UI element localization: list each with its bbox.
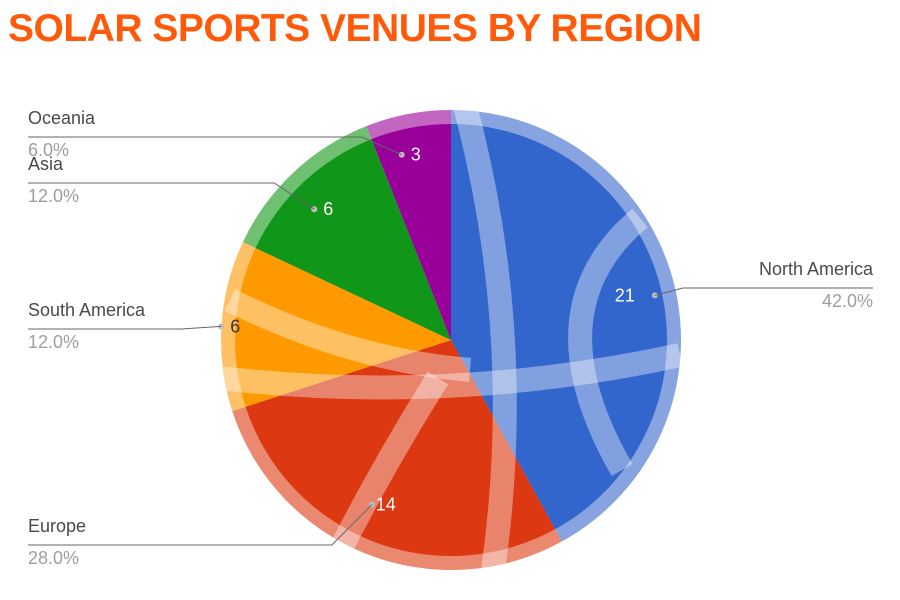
seam-horizontal — [221, 343, 681, 400]
legend-percent-oceania: 6.0% — [28, 140, 69, 160]
legend-name-asia: Asia — [28, 154, 64, 174]
legend-name-north-america: North America — [759, 259, 874, 279]
seam-left-curve — [224, 289, 471, 382]
value-label-asia: 6 — [323, 199, 333, 219]
slice-europe-fill — [245, 340, 556, 556]
leader-europe — [28, 501, 375, 546]
leader-south-america — [28, 323, 225, 330]
leader-asia — [28, 182, 318, 213]
legend-percent-europe: 28.0% — [28, 548, 79, 568]
slice-oceania[interactable] — [366, 110, 451, 340]
slice-asia-fill — [255, 139, 451, 340]
slice-asia[interactable] — [242, 126, 451, 341]
seam-vertical — [450, 110, 517, 570]
value-label-north-america: 21 — [615, 285, 635, 305]
chart-title: SOLAR SPORTS VENUES BY REGION — [8, 7, 702, 50]
legend-name-oceania: Oceania — [28, 108, 96, 128]
slice-north-america[interactable] — [451, 110, 681, 542]
legend-percent-asia: 12.0% — [28, 186, 79, 206]
legend-percent-north-america: 42.0% — [822, 291, 873, 311]
slice-south-america-fill — [234, 248, 451, 407]
legend-name-south-america: South America — [28, 300, 146, 320]
legend-percent-south-america: 12.0% — [28, 332, 79, 352]
leader-oceania — [28, 136, 405, 158]
slice-oceania-fill — [371, 124, 451, 340]
leader-north-america — [651, 287, 873, 299]
value-label-south-america: 6 — [230, 316, 240, 336]
seam-right-curve — [568, 208, 648, 476]
slice-north-america-fill — [451, 124, 667, 530]
legend-name-europe: Europe — [28, 516, 86, 536]
value-label-oceania: 3 — [411, 145, 421, 165]
slice-europe[interactable] — [232, 340, 562, 570]
slice-south-america[interactable] — [221, 242, 451, 412]
value-label-europe: 14 — [376, 495, 396, 515]
